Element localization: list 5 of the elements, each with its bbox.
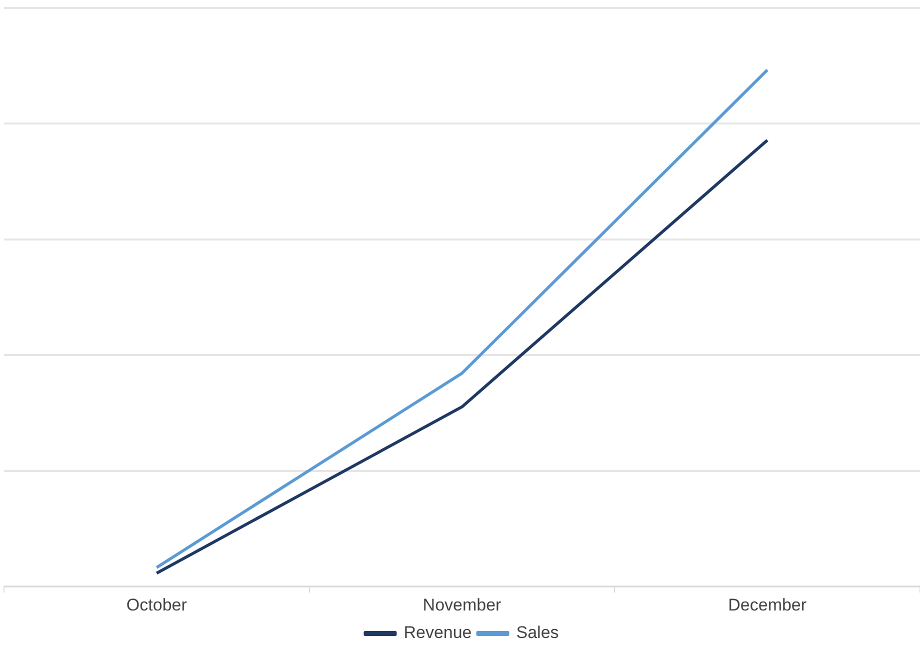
x-tick-label: November	[422, 595, 502, 614]
legend-label: Sales	[516, 623, 559, 642]
x-tick-label: October	[126, 595, 188, 614]
x-tick-label: December	[728, 595, 807, 614]
legend-label: Revenue	[404, 623, 472, 642]
